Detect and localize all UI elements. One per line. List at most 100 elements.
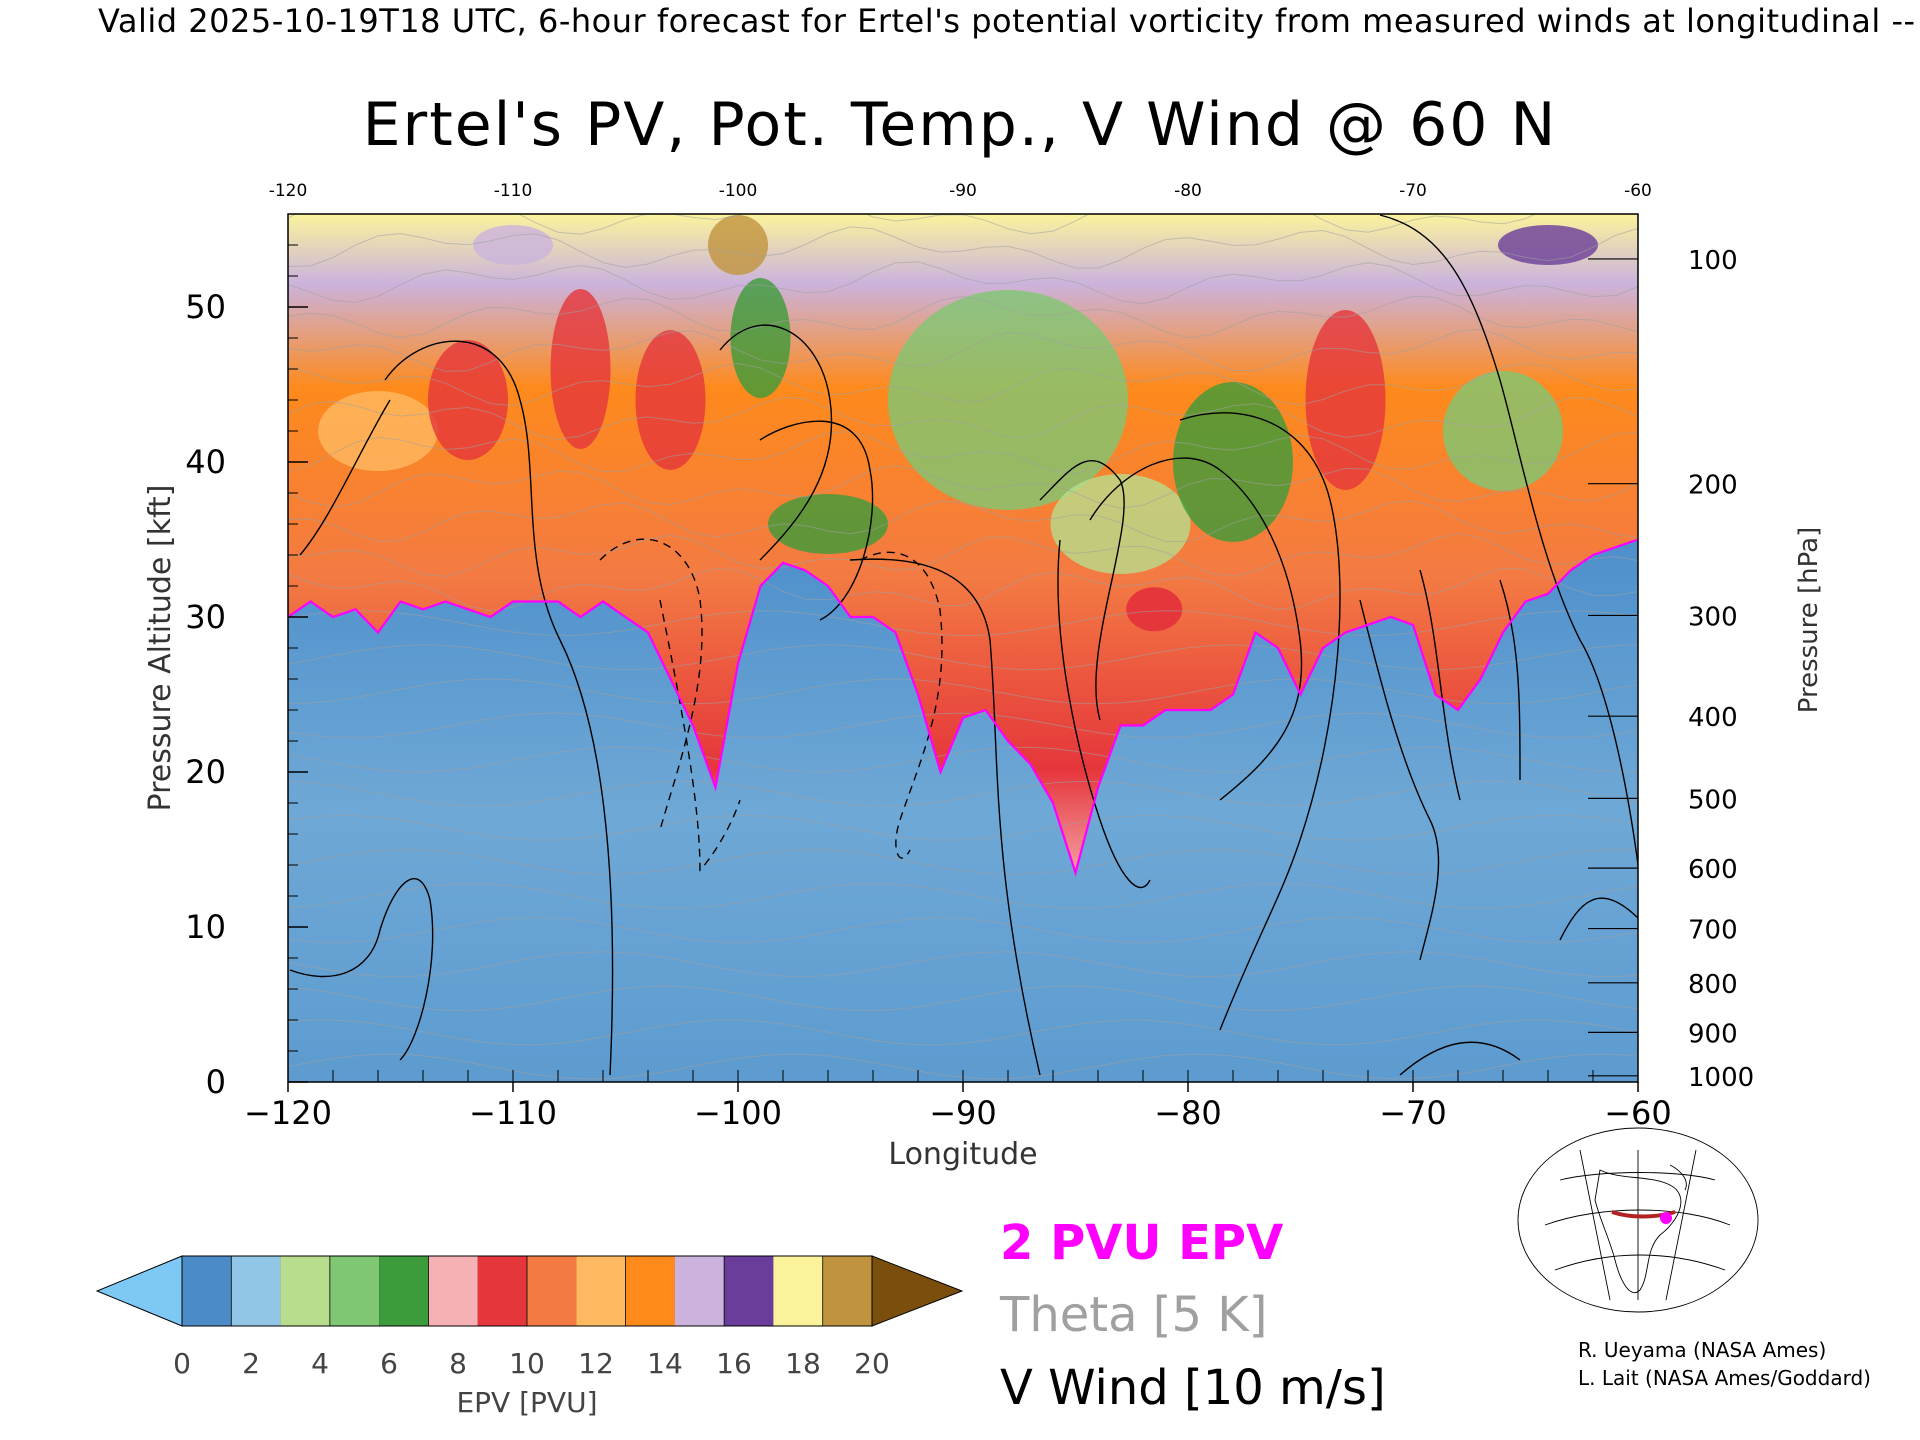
pv-patch <box>708 215 768 275</box>
y2-axis-label: Pressure [hPa] <box>1794 527 1824 714</box>
theta-contour <box>288 678 1638 705</box>
x-top-tick-label: -100 <box>719 181 758 201</box>
legend-pv: 2 PVU EPV <box>1000 1215 1284 1271</box>
v-wind-contour <box>1379 214 1638 871</box>
colorbar-label: EPV [PVU] <box>456 1386 597 1419</box>
credit-line-1: R. Ueyama (NASA Ames) <box>1578 1338 1827 1362</box>
theta-contour <box>288 610 1638 637</box>
pv-field <box>288 214 1638 1082</box>
theta-contour <box>288 746 1638 773</box>
theta-contours <box>288 214 1638 1080</box>
y-tick-label: 50 <box>185 288 226 326</box>
colorbar-segment <box>329 1255 381 1327</box>
v-wind-contour <box>1057 539 1151 889</box>
colorbar-tick-label: 12 <box>578 1347 614 1380</box>
colorbar-tick-label: 0 <box>173 1347 191 1380</box>
pv-patch <box>1305 310 1386 490</box>
y-tick-label: 30 <box>185 598 226 636</box>
v-wind-contour <box>1359 599 1440 961</box>
x-tick-label: −90 <box>929 1094 997 1132</box>
colorbar-segment <box>230 1255 282 1327</box>
y-tick-label: 20 <box>185 753 226 791</box>
theta-contour <box>288 567 1638 612</box>
y-tick-label: 10 <box>185 908 226 946</box>
credit-line-2: L. Lait (NASA Ames/Goddard) <box>1578 1366 1871 1390</box>
legend-theta: Theta [5 K] <box>1000 1287 1268 1343</box>
x-tick-label: −110 <box>469 1094 557 1132</box>
colorbar-tick-label: 2 <box>242 1347 260 1380</box>
x-top-tick-label: -90 <box>949 181 977 201</box>
colorbar-tick-label: 20 <box>854 1347 890 1380</box>
pressure-tick-label: 600 <box>1688 855 1738 885</box>
v-wind-contour <box>859 551 943 859</box>
x-top-tick-label: -120 <box>269 181 308 201</box>
theta-contour <box>288 295 1638 339</box>
theta-contour <box>288 533 1638 577</box>
theta-contour <box>288 917 1638 944</box>
pv-patch <box>1126 587 1183 632</box>
colorbar-segment <box>182 1256 232 1326</box>
v-wind-contour <box>1039 460 1125 721</box>
x-axis-label: Longitude <box>888 1137 1037 1172</box>
v-wind-contour <box>1179 412 1341 1031</box>
v-wind-contour <box>1399 1041 1521 1076</box>
colorbar-segment <box>723 1255 775 1327</box>
colorbar-segment <box>526 1255 578 1327</box>
colorbar-segment <box>280 1256 331 1326</box>
location-marker-icon <box>1660 1212 1672 1224</box>
theta-contour <box>288 848 1638 875</box>
theta-contour <box>288 500 1638 542</box>
axes: −120 -120 −110 -110 −100 -100 −90 -90 −80 -80 −70 -… <box>143 181 1824 1172</box>
x-tick-label: −70 <box>1379 1094 1447 1132</box>
v-wind-contours <box>289 214 1638 1076</box>
y-tick-label: 0 <box>206 1063 226 1101</box>
two-pvu-tropopause-line <box>288 538 1638 877</box>
colorbar-segment <box>477 1256 528 1326</box>
pv-patch <box>1173 382 1293 542</box>
pressure-tick-label: 400 <box>1688 703 1738 733</box>
pressure-tick-label: 500 <box>1688 785 1738 815</box>
pressure-tick-label: 300 <box>1688 602 1738 632</box>
v-wind-contour <box>299 399 391 556</box>
theta-contour <box>288 644 1638 671</box>
colorbar-segment <box>379 1256 429 1326</box>
theta-contour <box>288 396 1638 440</box>
colorbar-segment <box>576 1256 627 1326</box>
v-wind-contour <box>599 538 703 831</box>
x-top-tick-label: -60 <box>1624 181 1652 201</box>
colorbar-under-arrow <box>95 1255 183 1327</box>
colorbar-tick-label: 16 <box>716 1347 752 1380</box>
theta-contour <box>288 883 1638 909</box>
v-wind-contour <box>384 340 614 1076</box>
pv-patch <box>473 225 553 265</box>
colorbar-tick-label: 14 <box>647 1347 683 1380</box>
theta-contour <box>288 465 1638 509</box>
theta-contour <box>288 814 1638 841</box>
pv-patch <box>1443 371 1563 491</box>
colorbar-tick-label: 4 <box>311 1347 329 1380</box>
theta-contour <box>288 226 1638 269</box>
v-wind-contour <box>719 324 833 561</box>
theta-contour <box>288 1019 1638 1046</box>
colorbar-segment <box>428 1255 479 1327</box>
x-tick-label: −80 <box>1154 1094 1222 1132</box>
colorbar-segment <box>674 1256 725 1326</box>
colorbar-tick-label: 18 <box>785 1347 821 1380</box>
x-top-tick-label: -70 <box>1399 181 1427 201</box>
pressure-tick-label: 900 <box>1688 1019 1738 1049</box>
theta-contour <box>288 951 1638 978</box>
colorbar-tick-label: 8 <box>449 1347 467 1380</box>
colorbar-tick-label: 10 <box>509 1347 545 1380</box>
pressure-tick-label: 800 <box>1688 970 1738 1000</box>
x-tick-label: −100 <box>694 1094 782 1132</box>
pv-patch <box>888 290 1128 510</box>
chart-title: Ertel's PV, Pot. Temp., V Wind @ 60 N <box>362 90 1558 160</box>
troposphere-fill <box>288 539 1638 1082</box>
theta-contour <box>288 985 1638 1012</box>
pressure-tick-label: 100 <box>1688 246 1738 276</box>
theta-contour <box>288 328 1638 372</box>
pv-patch <box>1498 225 1598 265</box>
v-wind-contour <box>659 599 741 872</box>
v-wind-contour <box>1089 457 1303 801</box>
